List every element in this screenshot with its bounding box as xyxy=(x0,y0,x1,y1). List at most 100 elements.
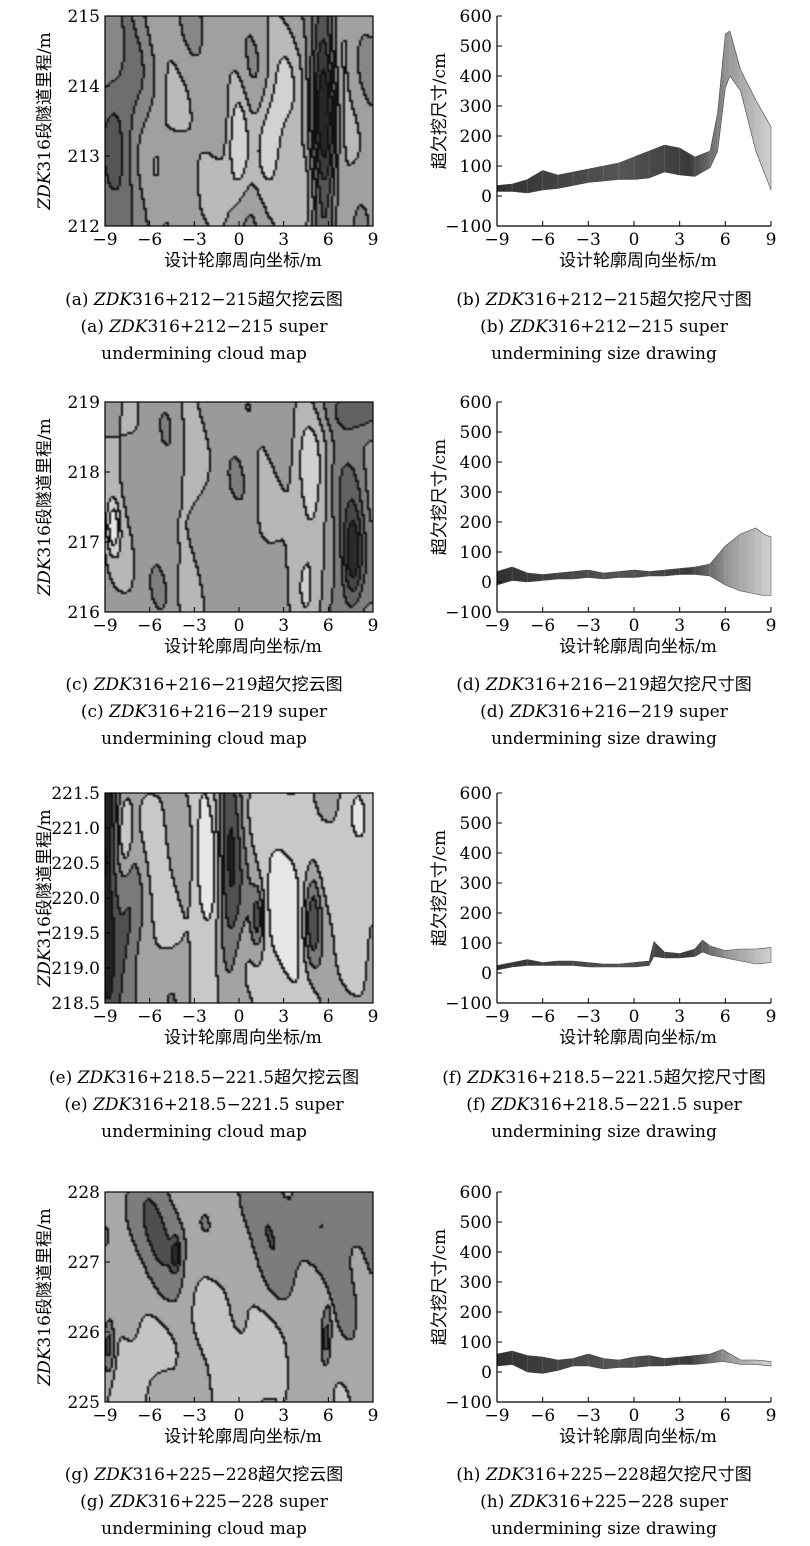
x-tick-label: 3 xyxy=(278,616,289,636)
caption-part: ZDK xyxy=(93,675,132,695)
x-tick-label: 0 xyxy=(629,230,640,250)
y-axis-label: 超欠挖尺寸/cm xyxy=(430,1229,450,1345)
y-axis: 212 213 214 215 xyxy=(68,7,110,237)
y-tick-label: 200 xyxy=(460,1303,492,1323)
x-tick-label: −9 xyxy=(484,1007,509,1027)
x-tick-label: −3 xyxy=(182,230,207,250)
y-axis-label: ZDK316段隧道里程/m xyxy=(35,1208,55,1386)
y-tick-label: 400 xyxy=(460,453,492,473)
caption-part: 316+216−219超欠挖云图 xyxy=(131,675,343,695)
x-tick-label: −6 xyxy=(137,1406,162,1426)
caption-part: (b) xyxy=(480,317,510,337)
y-tick-label: 200 xyxy=(460,904,492,924)
caption-part: ZDK xyxy=(94,1465,133,1485)
x-tick-label: 0 xyxy=(629,1406,640,1426)
x-tick-label: −9 xyxy=(92,230,117,250)
y-axis: 225 226 227 228 xyxy=(68,1183,110,1413)
caption-part: 316+216−219超欠挖尺寸图 xyxy=(523,675,752,695)
caption-part: ZDK xyxy=(93,290,133,310)
x-tick-label: −3 xyxy=(576,1406,601,1426)
caption-line: undermining cloud map xyxy=(101,729,307,749)
caption-part: 316+216−219 super xyxy=(147,702,328,722)
x-axis-label: 设计轮廓周向坐标/m xyxy=(164,251,322,271)
x-tick-label: 6 xyxy=(720,230,731,250)
caption-a: (a) ZDK316+212−215超欠挖云图 (a) ZDK316+212−21… xyxy=(4,287,404,368)
contour-field xyxy=(105,402,373,612)
x-tick-label: 9 xyxy=(368,1406,379,1426)
caption-line: (f) ZDK316+218.5−221.5 super xyxy=(404,1092,804,1119)
caption-part: ZDK xyxy=(485,675,524,695)
caption-part: 316+212−215 super xyxy=(547,317,728,337)
x-tick-label: 0 xyxy=(629,1007,640,1027)
y-tick-label: −100 xyxy=(445,994,492,1014)
caption-part: ZDK xyxy=(485,290,524,310)
caption-part: (f) xyxy=(442,1068,468,1088)
y-axis-label: ZDK316段隧道里程/m xyxy=(35,418,55,596)
y-tick-label: 0 xyxy=(481,187,492,207)
contour-field xyxy=(105,16,373,226)
x-tick-label: 0 xyxy=(234,230,245,250)
y-axis-label: ZDK316段隧道里程/m xyxy=(35,32,55,210)
y-tick-label: 300 xyxy=(460,874,492,894)
y-tick-label: 300 xyxy=(460,1273,492,1293)
y-tick-label: 220.0 xyxy=(51,889,100,909)
caption-e: (e) ZDK316+218.5−221.5超欠挖云图 (e) ZDK316+21… xyxy=(4,1065,404,1146)
y-tick-label: 600 xyxy=(460,393,492,413)
y-tick-label: 400 xyxy=(460,1243,492,1263)
caption-line: (d) ZDK316+216−219 super xyxy=(404,699,804,726)
x-tick-label: 0 xyxy=(629,616,640,636)
x-tick-label: −3 xyxy=(182,1007,207,1027)
caption-d: (d) ZDK316+216−219超欠挖尺寸图 (d) ZDK316+216−2… xyxy=(404,672,804,753)
x-tick-label: 0 xyxy=(234,1406,245,1426)
caption-line: (f) ZDK316+218.5−221.5超欠挖尺寸图 xyxy=(404,1065,804,1092)
y-tick-label: 221.0 xyxy=(51,819,100,839)
caption-part: 316+212−215超欠挖云图 xyxy=(132,290,343,310)
x-tick-label: 9 xyxy=(766,1406,777,1426)
caption-line: (a) ZDK316+212−215 super xyxy=(4,314,404,341)
y-tick-label: −100 xyxy=(445,1393,492,1413)
caption-line: undermining cloud map xyxy=(101,1519,307,1539)
y-tick-label: 300 xyxy=(460,97,492,117)
x-tick-label: 3 xyxy=(674,1007,685,1027)
caption-part: ZDK xyxy=(109,1492,148,1512)
y-tick-label: 221.5 xyxy=(51,784,100,804)
x-tick-label: 0 xyxy=(234,616,245,636)
size-band xyxy=(496,939,772,971)
size-band xyxy=(496,527,772,596)
caption-part: 316+225−228 super xyxy=(547,1492,728,1512)
y-tick-label: 215 xyxy=(68,7,100,27)
x-tick-label: 6 xyxy=(323,616,334,636)
x-tick-label: −6 xyxy=(137,1007,162,1027)
caption-f: (f) ZDK316+218.5−221.5超欠挖尺寸图 (f) ZDK316+2… xyxy=(404,1065,804,1146)
size-plot-h xyxy=(496,1192,772,1403)
x-tick-label: −6 xyxy=(137,616,162,636)
x-tick-label: −3 xyxy=(576,1007,601,1027)
y-tick-label: 225 xyxy=(68,1393,100,1413)
y-tick-label: 100 xyxy=(460,934,492,954)
y-axis-label: ZDK316段隧道里程/m xyxy=(35,809,55,987)
y-tick-label: 500 xyxy=(460,423,492,443)
caption-part: ZDK xyxy=(109,702,148,722)
caption-part: (b) xyxy=(456,290,486,310)
caption-h: (h) ZDK316+225−228超欠挖尺寸图 (h) ZDK316+225−2… xyxy=(404,1462,804,1543)
contour-map-a xyxy=(104,15,374,227)
y-axis-label-rest: 316段隧道里程/m xyxy=(35,418,55,557)
caption-part: (e) xyxy=(48,1068,78,1088)
caption-part: (f) xyxy=(466,1095,492,1115)
size-plot-b xyxy=(496,16,772,227)
y-axis-label-rest: 316段隧道里程/m xyxy=(35,1208,55,1347)
caption-part: 316+218.5−221.5 super xyxy=(529,1095,742,1115)
y-tick-label: 217 xyxy=(68,533,100,553)
x-tick-label: 6 xyxy=(323,1406,334,1426)
y-axis: −100 0 100 200 300 400 500 600 xyxy=(445,784,502,1014)
y-tick-label: −100 xyxy=(445,217,492,237)
caption-part: 316+218.5−221.5超欠挖云图 xyxy=(115,1068,360,1088)
y-axis: −100 0 100 200 300 400 500 600 xyxy=(445,1183,502,1413)
x-tick-label: −6 xyxy=(530,1406,555,1426)
caption-part: (g) xyxy=(80,1492,110,1512)
x-tick-label: −9 xyxy=(92,616,117,636)
caption-line: undermining size drawing xyxy=(491,1122,717,1142)
caption-part: ZDK xyxy=(509,317,548,337)
caption-part: (h) xyxy=(480,1492,510,1512)
x-tick-label: 3 xyxy=(278,1007,289,1027)
